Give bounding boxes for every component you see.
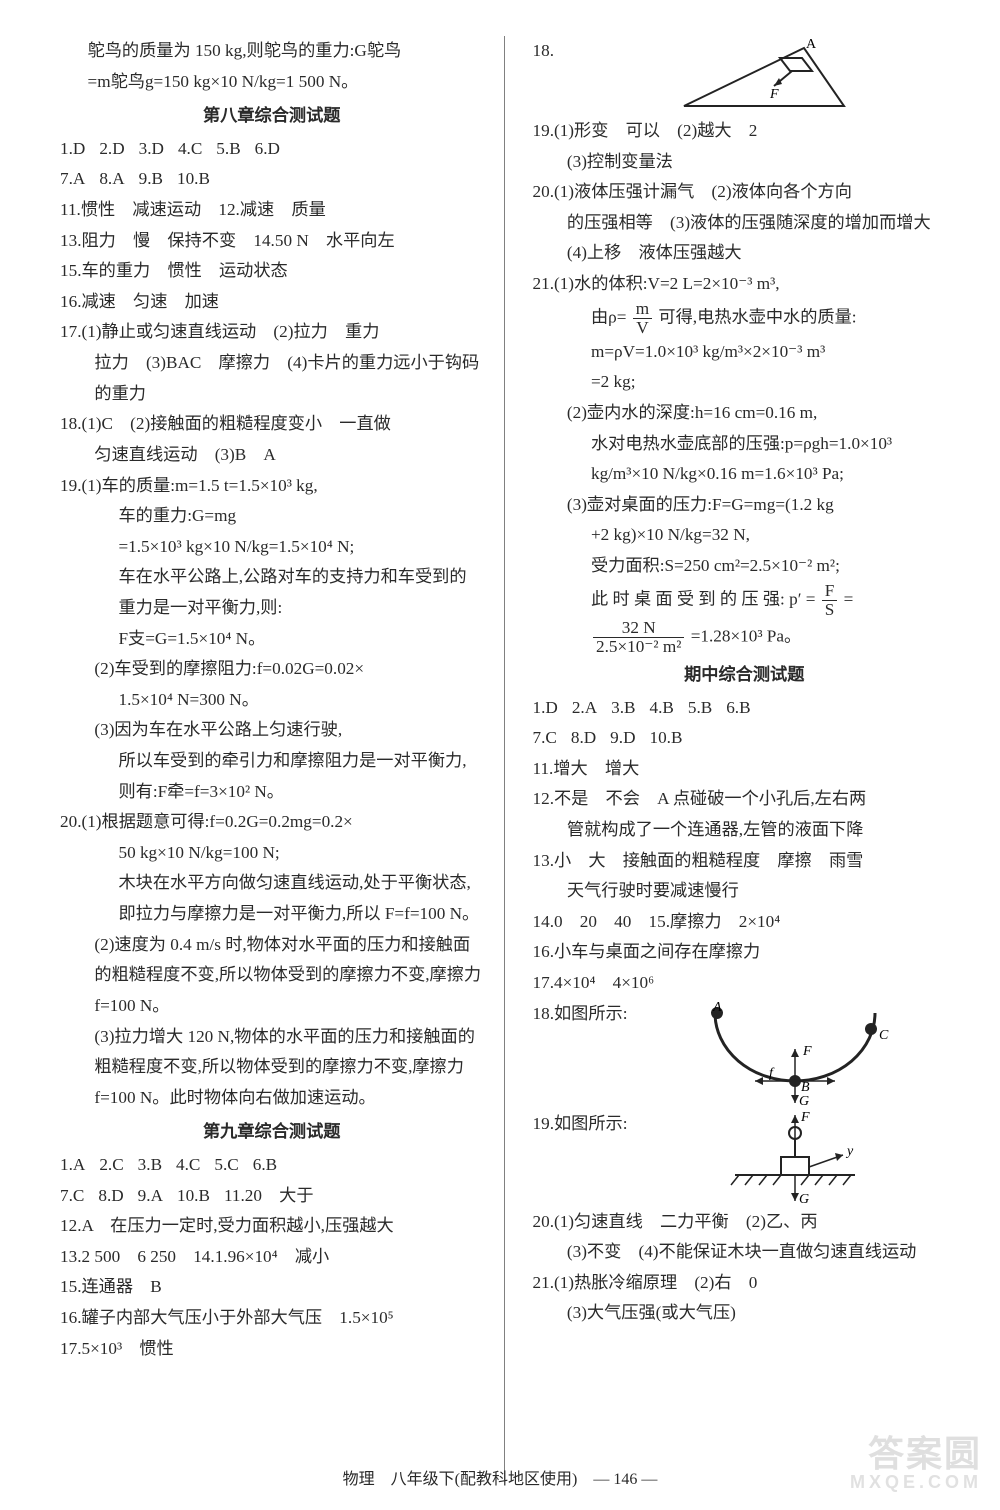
right-column: 18. A F 19.(1)形变 可以 (2)越大 2 (3)控制变量法 20.… <box>527 36 957 1480</box>
ans-11: 11.惯性 减速运动 12.减速 质量 <box>60 195 484 226</box>
svg-text:F: F <box>800 1110 810 1125</box>
ans-20e: (3)拉力增大 120 N,物体的水平面的压力和接触面的粗糙程度不变,所以物体受… <box>60 1022 484 1114</box>
r21k: 32 N 2.5×10⁻² m² =1.28×10³ Pa。 <box>533 619 957 656</box>
frac-f-s: F S <box>822 582 838 619</box>
r21h: +2 kg)×10 N/kg=32 N, <box>533 520 957 551</box>
r19b: (3)控制变量法 <box>533 147 957 178</box>
r18-label: 18. <box>533 36 563 67</box>
m16: 16.小车与桌面之间存在摩擦力 <box>533 937 957 968</box>
ans-b16: 16.罐子内部大气压小于外部大气压 1.5×10⁵ <box>60 1303 484 1334</box>
r21j: 此 时 桌 面 受 到 的 压 强: p′ = F S = <box>533 582 957 619</box>
mc9-row1: 1.A2.C3.B4.C5.C6.B <box>60 1150 484 1181</box>
svg-text:C: C <box>879 1028 889 1043</box>
mcM-row1: 1.D2.A3.B4.B5.B6.B <box>533 693 957 724</box>
svg-text:B: B <box>801 1080 810 1095</box>
svg-text:F: F <box>769 87 779 102</box>
ans-16: 16.减速 匀速 加速 <box>60 287 484 318</box>
ans-b15: 15.连通器 B <box>60 1272 484 1303</box>
ans-19h: (3)因为车在水平公路上匀速行驶, <box>60 715 484 746</box>
ans-19b: 车的重力:G=mg <box>60 501 484 532</box>
m17: 17.4×10⁴ 4×10⁶ <box>533 968 957 999</box>
m13a: 13.小 大 接触面的粗糙程度 摩擦 雨雪 <box>533 846 957 877</box>
ans-15: 15.车的重力 惯性 运动状态 <box>60 256 484 287</box>
r21c: m=ρV=1.0×10³ kg/m³×2×10⁻³ m³ <box>533 337 957 368</box>
ans-20a: 20.(1)根据题意可得:f=0.2G=0.2mg=0.2× <box>60 807 484 838</box>
m11: 11.增大 增大 <box>533 754 957 785</box>
ans-20d: (2)速度为 0.4 m/s 时,物体对水平面的压力和接触面的粗糙程度不变,所以… <box>60 930 484 1022</box>
ans-b17: 17.5×10³ 惯性 <box>60 1334 484 1365</box>
r21e: (2)壶内水的深度:h=16 cm=0.16 m, <box>533 398 957 429</box>
ans-20c: 木块在水平方向做匀速直线运动,处于平衡状态,即拉力与摩擦力是一对平衡力,所以 F… <box>60 868 484 929</box>
r21i: 受力面积:S=250 cm²=2.5×10⁻² m²; <box>533 551 957 582</box>
ans-b13: 13.2 500 6 250 14.1.96×10⁴ 减小 <box>60 1242 484 1273</box>
intro-line-1: 鸵鸟的质量为 150 kg,则鸵鸟的重力:G鸵鸟 <box>60 36 484 67</box>
m20a: 20.(1)匀速直线 二力平衡 (2)乙、丙 <box>533 1207 957 1238</box>
m20b: (3)不变 (4)不能保证木块一直做匀速直线运动 <box>533 1237 957 1268</box>
r20b: 的压强相等 (3)液体的压强随深度的增加而增大 (4)上移 液体压强越大 <box>533 208 957 269</box>
heading-ch8: 第八章综合测试题 <box>60 101 484 132</box>
svg-text:F: F <box>802 1044 812 1059</box>
frac-m-v: m V <box>633 300 652 337</box>
ans-19d: 车在水平公路上,公路对车的支持力和车受到的重力是一对平衡力,则: <box>60 562 484 623</box>
diagram-person-icon: F G y <box>715 1109 875 1205</box>
ans-20b: 50 kg×10 N/kg=100 N; <box>60 838 484 869</box>
ans-17b: 拉力 (3)BAC 摩擦力 (4)卡片的重力远小于钩码的重力 <box>60 348 484 409</box>
m12b: 管就构成了一个连通器,左管的液面下降 <box>533 815 957 846</box>
svg-text:A: A <box>806 37 817 52</box>
mc8-row2: 7.A8.A9.B10.B <box>60 164 484 195</box>
r20a: 20.(1)液体压强计漏气 (2)液体向各个方向 <box>533 177 957 208</box>
m18-label: 18.如图所示: <box>533 999 628 1030</box>
m21b: (3)大气压强(或大气压) <box>533 1298 957 1329</box>
m21a: 21.(1)热胀冷缩原理 (2)右 0 <box>533 1268 957 1299</box>
watermark: 答案圆 MXQE.COM <box>850 1435 982 1492</box>
r21g: (3)壶对桌面的压力:F=G=mg=(1.2 kg <box>533 490 957 521</box>
ans-19g: 1.5×10⁴ N=300 N。 <box>60 685 484 716</box>
m13b: 天气行驶时要减速慢行 <box>533 876 957 907</box>
ans-13: 13.阻力 慢 保持不变 14.50 N 水平向左 <box>60 226 484 257</box>
m19-label: 19.如图所示: <box>533 1109 628 1140</box>
svg-text:y: y <box>845 1144 854 1159</box>
r21a: 21.(1)水的体积:V=2 L=2×10⁻³ m³, <box>533 269 957 300</box>
ans-19a: 19.(1)车的质量:m=1.5 t=1.5×10³ kg, <box>60 471 484 502</box>
mc8-row1: 1.D2.D3.D4.C5.B6.D <box>60 134 484 165</box>
r21f: 水对电热水壶底部的压强:p=ρgh=1.0×10³ kg/m³×10 N/kg×… <box>533 429 957 490</box>
r19: 19.(1)形变 可以 (2)越大 2 <box>533 116 957 147</box>
m12a: 12.不是 不会 A 点碰破一个小孔后,左右两 <box>533 784 957 815</box>
svg-text:A: A <box>712 1000 722 1015</box>
m14: 14.0 20 40 15.摩擦力 2×10⁴ <box>533 907 957 938</box>
frac-32n: 32 N 2.5×10⁻² m² <box>593 619 684 656</box>
ans-19e: F支=G=1.5×10⁴ N。 <box>60 624 484 655</box>
diagram-bowl-icon: A C F f B G <box>695 999 895 1107</box>
ans-19f: (2)车受到的摩擦阻力:f=0.02G=0.02× <box>60 654 484 685</box>
intro-line-2: =m鸵鸟g=150 kg×10 N/kg=1 500 N。 <box>60 67 484 98</box>
ans-19i: 所以车受到的牵引力和摩擦阻力是一对平衡力,则有:F牵=f=3×10² N。 <box>60 746 484 807</box>
r21b: 由ρ= m V 可得,电热水壶中水的质量: <box>533 300 957 337</box>
heading-ch9: 第九章综合测试题 <box>60 1117 484 1148</box>
ans-b12: 12.A 在压力一定时,受力面积越小,压强越大 <box>60 1211 484 1242</box>
r21d: =2 kg; <box>533 367 957 398</box>
diagram-incline-icon: A F <box>674 36 854 114</box>
ans-18a: 18.(1)C (2)接触面的粗糙程度变小 一直做 <box>60 409 484 440</box>
ans-18b: 匀速直线运动 (3)B A <box>60 440 484 471</box>
mc9-row2: 7.C8.D9.A10.B11.20 大于 <box>60 1181 484 1212</box>
heading-mid: 期中综合测试题 <box>533 660 957 691</box>
svg-text:G: G <box>799 1094 809 1107</box>
left-column: 鸵鸟的质量为 150 kg,则鸵鸟的重力:G鸵鸟 =m鸵鸟g=150 kg×10… <box>60 36 505 1480</box>
ans-19c: =1.5×10³ kg×10 N/kg=1.5×10⁴ N; <box>60 532 484 563</box>
mcM-row2: 7.C8.D9.D10.B <box>533 723 957 754</box>
svg-text:G: G <box>799 1192 809 1205</box>
ans-17a: 17.(1)静止或匀速直线运动 (2)拉力 重力 <box>60 317 484 348</box>
